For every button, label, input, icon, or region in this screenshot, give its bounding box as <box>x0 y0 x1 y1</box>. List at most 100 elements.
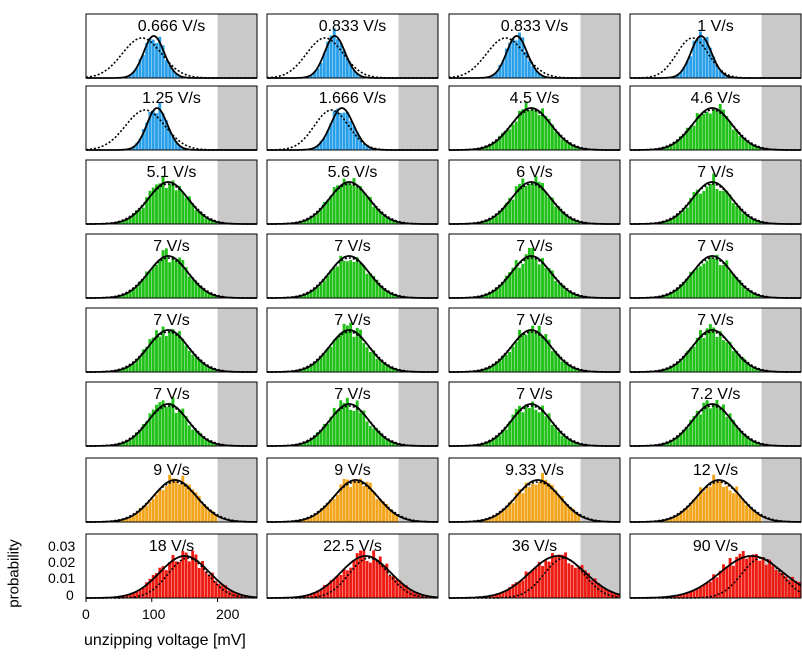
histogram-bar <box>329 416 333 446</box>
panel-rate-label: 7 V/s <box>697 164 733 181</box>
histogram-bar <box>372 491 376 522</box>
histogram-bar <box>521 580 525 598</box>
histogram-bar <box>689 197 693 224</box>
histogram-bar <box>672 439 676 446</box>
histogram-bar <box>537 181 541 224</box>
histogram-bar <box>155 264 158 298</box>
histogram-bar <box>685 508 689 522</box>
histogram-bar <box>524 254 528 298</box>
histogram-bar <box>365 273 369 298</box>
histogram-bar <box>382 215 385 224</box>
histogram-bar <box>339 574 343 598</box>
cutoff-shade <box>217 308 257 372</box>
histogram-bar <box>132 71 135 78</box>
histogram-bar <box>329 346 333 372</box>
panel-frame <box>266 233 439 299</box>
histogram-bar <box>138 281 142 298</box>
histogram-bar <box>151 498 155 522</box>
histogram-bar <box>194 429 198 446</box>
histogram-bar <box>751 293 755 298</box>
histogram-bar <box>339 400 343 446</box>
histogram-bar <box>751 510 755 522</box>
histogram-bar <box>326 200 330 224</box>
histogram-bar <box>151 337 155 372</box>
histogram-bar <box>319 589 323 598</box>
histogram-bar <box>214 369 218 372</box>
histogram-bar <box>735 350 739 372</box>
histogram-bar <box>699 115 702 150</box>
histogram-bar <box>128 364 132 372</box>
histogram-bar <box>527 110 531 150</box>
histogram-bar <box>485 442 489 446</box>
histogram-bar <box>128 594 132 598</box>
histogram-bar <box>504 202 508 224</box>
histogram-bar <box>498 360 502 372</box>
histogram-bar <box>531 401 535 446</box>
histogram-bar <box>164 120 168 150</box>
histogram-bar <box>138 138 142 150</box>
histogram-bar <box>748 556 752 598</box>
histogram-bar <box>518 329 521 372</box>
histogram-bar <box>342 323 346 372</box>
histogram-bar <box>504 48 508 78</box>
cutoff-shade <box>398 458 438 522</box>
histogram-bar <box>359 412 362 446</box>
histogram-bar <box>197 495 201 522</box>
panel: 4.6 V/s <box>629 85 802 151</box>
histogram-bar <box>332 187 336 224</box>
histogram-bar <box>118 221 122 224</box>
histogram-bar <box>391 512 395 522</box>
histogram-bar <box>699 31 702 78</box>
histogram-bar <box>319 209 323 224</box>
histogram-bar <box>372 275 376 298</box>
histogram-bar <box>573 442 577 446</box>
histogram-bar <box>685 278 689 298</box>
histogram-bar <box>125 366 129 372</box>
histogram-bar <box>362 265 366 298</box>
histogram-bar <box>679 594 683 598</box>
histogram-bar <box>498 512 502 522</box>
histogram-bar <box>554 489 558 522</box>
histogram-bar <box>738 280 742 298</box>
histogram-bar <box>178 484 181 522</box>
histogram-bar <box>662 221 666 224</box>
histogram-bar <box>309 365 313 372</box>
histogram-bar <box>583 570 587 598</box>
histogram-bar <box>718 190 722 224</box>
histogram-bar <box>666 220 670 224</box>
histogram-bar <box>501 282 505 298</box>
histogram-bar <box>332 267 336 298</box>
histogram-bar <box>178 410 181 446</box>
histogram-bar <box>544 479 548 522</box>
histogram-bar <box>511 37 515 78</box>
histogram-bar <box>339 332 343 372</box>
panel-rate-label: 7 V/s <box>516 312 552 329</box>
histogram-bar <box>316 431 320 446</box>
histogram-bar <box>359 478 362 522</box>
histogram-bar <box>329 269 333 298</box>
fit-curve <box>267 479 438 523</box>
histogram-bar <box>148 578 152 598</box>
histogram-bar <box>164 570 168 598</box>
histogram-bar <box>345 58 349 78</box>
panel-rate-label: 7.2 V/s <box>691 386 741 403</box>
histogram-bar <box>339 42 343 78</box>
histogram-bar <box>692 192 696 224</box>
histogram-bar <box>593 578 597 598</box>
histogram-bar <box>751 145 755 150</box>
histogram-bar <box>495 287 498 298</box>
histogram-bar <box>557 554 561 598</box>
histogram-bar <box>319 62 323 78</box>
histogram-bar <box>385 290 389 298</box>
histogram-bar <box>411 592 415 598</box>
histogram-bar <box>372 428 376 446</box>
panel: 7.2 V/s <box>629 381 802 447</box>
histogram-bar <box>702 584 706 598</box>
cutoff-shade <box>761 308 801 372</box>
histogram-bar <box>306 219 310 224</box>
histogram-bar <box>122 368 126 372</box>
histogram-bar <box>695 410 699 446</box>
histogram-bar <box>537 114 541 150</box>
histogram-bar <box>345 570 349 598</box>
histogram-bar <box>692 498 696 522</box>
